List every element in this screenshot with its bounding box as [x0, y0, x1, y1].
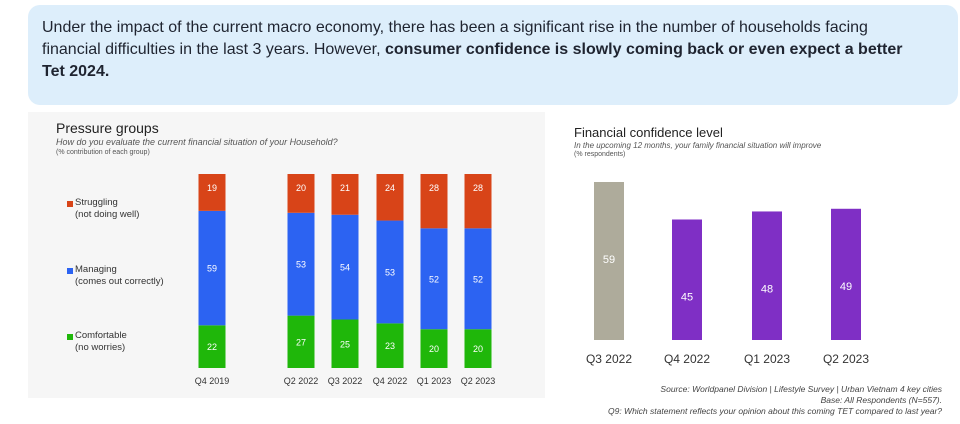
summary-text-normal: Under the impact of the current macro ec…: [42, 19, 868, 58]
confidence-value-q4-2022: 45: [681, 291, 693, 303]
confidence-value-q3-2022: 59: [603, 254, 615, 266]
value-label-managing-q1-2023: 52: [429, 274, 439, 284]
legend-swatch-comfortable: [67, 334, 73, 340]
value-label-struggling-q2-2022: 20: [296, 183, 306, 193]
value-label-managing-q2-2022: 53: [296, 260, 306, 270]
bar-managing-q2-2022: [287, 212, 315, 316]
value-label-managing-q4-2022: 53: [385, 267, 395, 277]
legend-desc-struggling: (not doing well): [75, 209, 140, 220]
confidence-value-q1-2023: 48: [761, 283, 773, 295]
source-line-1: Source: Worldpanel Division | Lifestyle …: [660, 384, 942, 394]
source-line-2: Base: All Respondents (N=557).: [820, 395, 942, 405]
bar-managing-q4-2019: [198, 210, 226, 326]
bar-managing-q1-2023: [420, 228, 448, 330]
confidence-x-tick-q1-2023: Q1 2023: [744, 352, 790, 366]
value-label-managing-q4-2019: 59: [207, 264, 217, 274]
bar-comfortable-q3-2022: [331, 319, 359, 368]
value-label-comfortable-q1-2023: 20: [429, 344, 439, 354]
bar-managing-q4-2022: [376, 220, 404, 324]
summary-banner: Under the impact of the current macro ec…: [28, 5, 958, 105]
legend-name-comfortable: Comfortable: [75, 330, 127, 341]
legend-label-managing: Managing (comes out correctly): [75, 264, 164, 288]
bar-struggling-q4-2022: [376, 174, 404, 221]
confidence-bar-q3-2022: [594, 182, 624, 340]
bar-comfortable-q2-2023: [464, 329, 492, 368]
source-line-3: Q9: Which statement reflects your opinio…: [607, 406, 942, 416]
value-label-struggling-q4-2019: 19: [207, 183, 217, 193]
bar-comfortable-q4-2022: [376, 323, 404, 368]
confidence-bar-q2-2023: [831, 208, 861, 340]
value-label-comfortable-q2-2022: 27: [296, 337, 306, 347]
pressure-groups-title: Pressure groups: [56, 120, 159, 136]
value-label-comfortable-q4-2019: 22: [207, 342, 217, 352]
confidence-bar-q4-2022: [672, 219, 702, 340]
bar-comfortable-q2-2022: [287, 315, 315, 368]
bar-struggling-q2-2023: [464, 174, 492, 229]
bar-struggling-q1-2023: [420, 174, 448, 229]
confidence-x-tick-q4-2022: Q4 2022: [664, 352, 710, 366]
pressure-groups-subtitle: How do you evaluate the current financia…: [56, 137, 338, 147]
x-tick-q2-2023: Q2 2023: [461, 376, 496, 386]
bar-struggling-q2-2022: [287, 174, 315, 213]
x-tick-q4-2022: Q4 2022: [373, 376, 408, 386]
confidence-subtitle: In the upcoming 12 months, your family f…: [574, 141, 822, 150]
confidence-x-tick-q3-2022: Q3 2022: [586, 352, 632, 366]
bar-comfortable-q1-2023: [420, 329, 448, 368]
bar-managing-q3-2022: [331, 214, 359, 320]
value-label-managing-q3-2022: 54: [340, 263, 350, 273]
legend-desc-comfortable: (no worries): [75, 342, 126, 353]
legend-swatch-struggling: [67, 201, 73, 207]
confidence-note: (% respondents): [574, 151, 626, 158]
legend-desc-managing: (comes out correctly): [75, 276, 164, 287]
legend-label-comfortable: Comfortable (no worries): [75, 330, 127, 354]
legend-label-struggling: Struggling (not doing well): [75, 197, 139, 221]
legend-swatch-managing: [67, 268, 73, 274]
bar-managing-q2-2023: [464, 228, 492, 330]
x-tick-q4-2019: Q4 2019: [195, 376, 230, 386]
value-label-comfortable-q2-2023: 20: [473, 344, 483, 354]
confidence-value-q2-2023: 49: [840, 281, 852, 293]
value-label-struggling-q3-2022: 21: [340, 183, 350, 193]
value-label-struggling-q1-2023: 28: [429, 183, 439, 193]
value-label-struggling-q4-2022: 24: [385, 183, 395, 193]
confidence-bar-q1-2023: [752, 211, 782, 340]
pressure-groups-note: (% contribution of each group): [56, 149, 150, 156]
confidence-x-tick-q2-2023: Q2 2023: [823, 352, 869, 366]
value-label-comfortable-q4-2022: 23: [385, 341, 395, 351]
bar-struggling-q4-2019: [198, 174, 226, 211]
bar-comfortable-q4-2019: [198, 325, 226, 368]
x-tick-q1-2023: Q1 2023: [417, 376, 452, 386]
x-tick-q3-2022: Q3 2022: [328, 376, 363, 386]
legend-name-managing: Managing: [75, 264, 117, 275]
value-label-comfortable-q3-2022: 25: [340, 339, 350, 349]
bar-struggling-q3-2022: [331, 174, 359, 215]
summary-text-bold: consumer confidence is slowly coming bac…: [42, 41, 903, 80]
legend-name-struggling: Struggling: [75, 197, 118, 208]
x-tick-q2-2022: Q2 2022: [284, 376, 319, 386]
confidence-title: Financial confidence level: [574, 125, 723, 140]
value-label-struggling-q2-2023: 28: [473, 183, 483, 193]
summary-text: Under the impact of the current macro ec…: [42, 17, 922, 83]
pressure-groups-panel: [28, 112, 545, 398]
value-label-managing-q2-2023: 52: [473, 274, 483, 284]
